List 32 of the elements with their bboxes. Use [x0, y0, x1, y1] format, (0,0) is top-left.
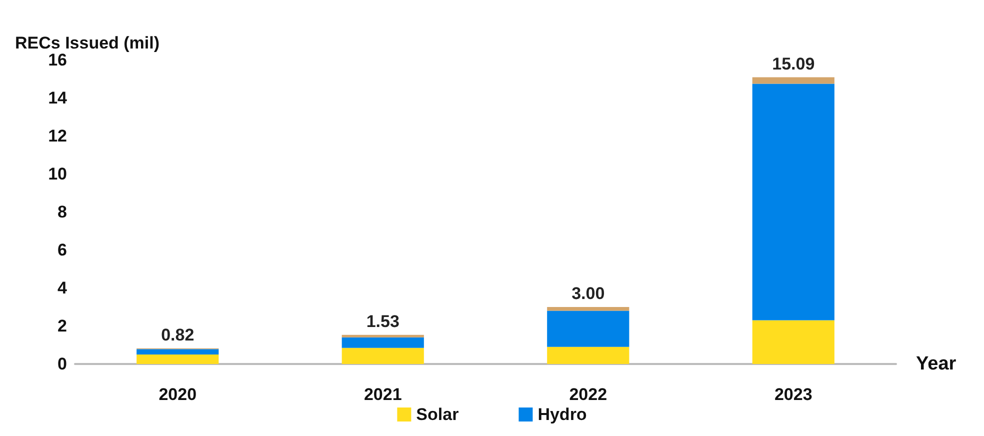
bar [136, 349, 219, 354]
bar [547, 310, 630, 347]
y-tick-label: 2 [58, 316, 67, 336]
y-tick-label: 6 [58, 240, 67, 260]
y-tick-label: 16 [48, 50, 67, 70]
bar [342, 348, 424, 364]
x-tick-label: 2020 [158, 385, 197, 404]
legend-label: Hydro [538, 405, 587, 424]
total-label: 3.00 [572, 284, 605, 303]
legend-label: Solar [416, 405, 460, 424]
y-tick-label: 14 [48, 88, 68, 108]
x-tick-label: 2021 [364, 385, 402, 404]
bar [342, 334, 424, 338]
x-axis-title: Year [916, 354, 957, 374]
bar [752, 84, 834, 320]
bar [342, 337, 424, 348]
y-axis-title: RECs Issued (mil) [15, 34, 160, 53]
bar [136, 354, 219, 364]
y-tick-label: 10 [48, 164, 67, 184]
x-tick-label: 2023 [774, 385, 812, 404]
bar [752, 320, 834, 364]
bar [752, 77, 834, 84]
x-tick-label: 2022 [569, 385, 608, 404]
y-tick-label: 0 [58, 354, 67, 374]
bar [547, 346, 630, 364]
total-label: 15.09 [772, 54, 815, 74]
y-tick-label: 8 [58, 202, 67, 222]
bar [547, 307, 630, 311]
total-label: 1.53 [366, 312, 400, 331]
y-tick-label: 4 [58, 278, 68, 298]
total-label: 0.82 [161, 325, 194, 344]
y-tick-label: 12 [48, 126, 67, 146]
